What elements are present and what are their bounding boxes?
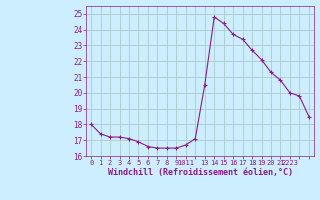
X-axis label: Windchill (Refroidissement éolien,°C): Windchill (Refroidissement éolien,°C): [108, 168, 292, 177]
